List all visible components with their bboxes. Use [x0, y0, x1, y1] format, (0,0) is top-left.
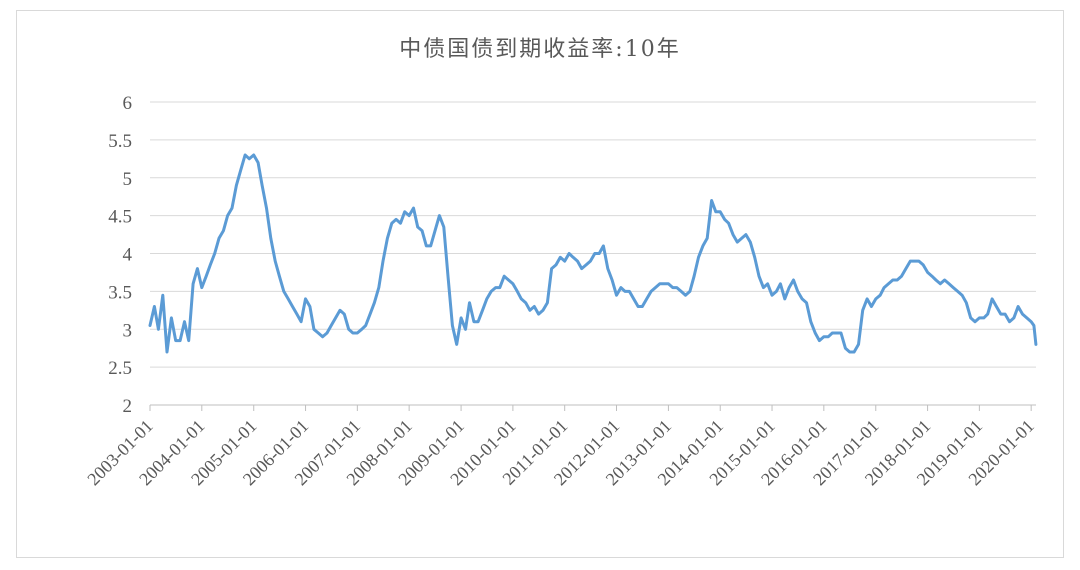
series-layer	[148, 153, 1038, 354]
y-tick-label: 5.5	[108, 131, 132, 152]
y-tick-label: 6	[123, 93, 133, 114]
y-tick-label: 3.5	[108, 282, 132, 303]
x-axis-ticks: 2003-01-012004-01-012005-01-012006-01-01…	[83, 405, 1038, 489]
y-tick-label: 3	[123, 320, 133, 341]
y-tick-label: 2.5	[108, 358, 132, 379]
y-tick-label: 5	[123, 169, 133, 190]
y-tick-label: 4.5	[108, 207, 132, 228]
y-axis-ticks: 2 2.5 3 3.5 4 4.5 5 5.5 6	[108, 93, 132, 417]
y-tick-label: 2	[123, 396, 133, 417]
y-tick-label: 4	[123, 245, 133, 266]
gridlines	[150, 101, 1036, 406]
chart-title: 中债国债到期收益率:10年	[399, 37, 680, 62]
series-line	[148, 153, 1038, 354]
